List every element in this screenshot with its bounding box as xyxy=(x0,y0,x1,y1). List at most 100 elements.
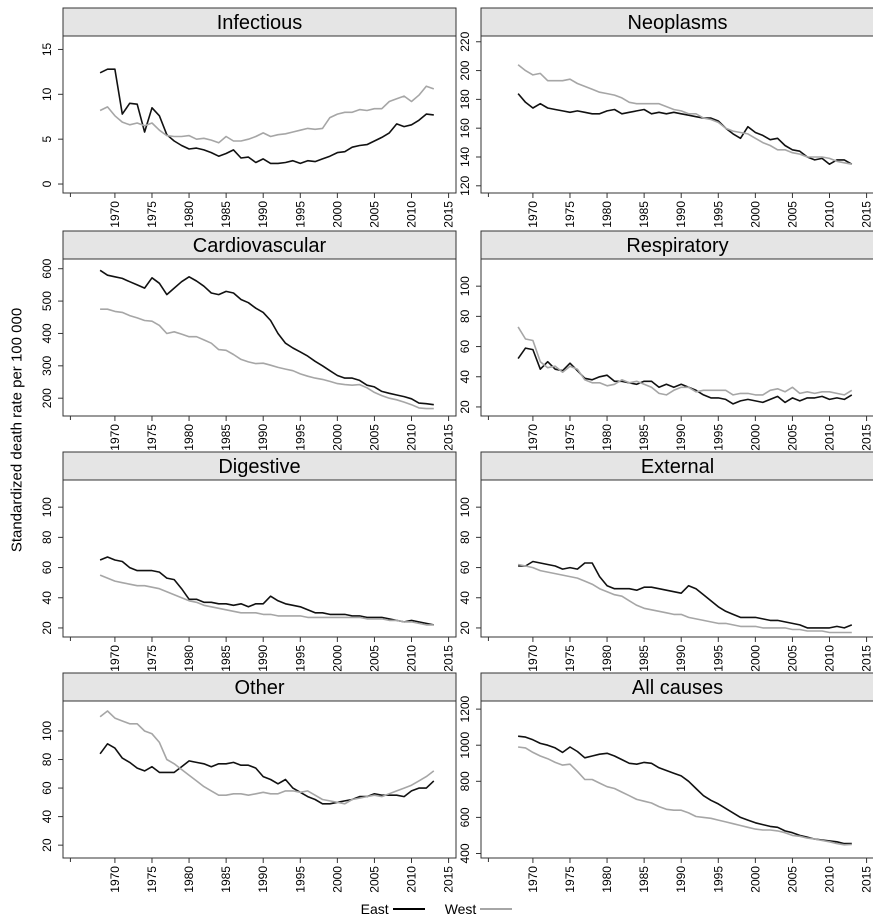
x-tick-label: 2015 xyxy=(860,866,873,893)
series-line-west xyxy=(99,574,434,626)
x-tick-label: 2005 xyxy=(785,424,799,451)
series-line-west xyxy=(100,308,434,410)
x-tick-label: 1975 xyxy=(145,201,159,228)
x-tick-label: 1975 xyxy=(145,645,159,672)
x-tick-label: 1980 xyxy=(182,645,196,672)
x-tick-label: 2010 xyxy=(823,201,837,228)
y-tick-label: 400 xyxy=(40,323,54,343)
panel-all-causes: All causes 400 600 800 1000 1200 1970 1975 1980 1… xyxy=(458,672,873,893)
x-tick-label: 2010 xyxy=(823,645,837,672)
x-tick-label: 1985 xyxy=(219,866,233,893)
x-tick-label: 2005 xyxy=(785,866,799,893)
series-line-west xyxy=(517,563,852,634)
x-tick-label: 1970 xyxy=(108,645,122,672)
y-tick-label: 20 xyxy=(40,621,54,635)
y-tick-label: 200 xyxy=(40,388,54,408)
y-tick-label: 120 xyxy=(458,175,472,195)
y-tick-label: 60 xyxy=(458,340,472,354)
y-tick-label: 140 xyxy=(458,147,472,167)
y-tick-label: 10 xyxy=(40,87,54,101)
x-tick-label: 2000 xyxy=(330,424,344,451)
x-tick-label: 1990 xyxy=(256,424,270,451)
x-tick-label: 1985 xyxy=(637,866,651,893)
x-tick-label: 2015 xyxy=(442,645,456,672)
x-tick-label: 1995 xyxy=(293,645,307,672)
plot-area xyxy=(480,258,873,417)
panel-title-strip xyxy=(480,672,873,702)
plot-area xyxy=(480,700,873,859)
x-tick-label: 1985 xyxy=(637,201,651,228)
y-tick-label: 60 xyxy=(40,561,54,575)
y-tick-label: 60 xyxy=(40,781,54,795)
y-tick-label: 800 xyxy=(458,771,472,791)
x-tick-label: 1990 xyxy=(256,645,270,672)
y-tick-label: 100 xyxy=(458,497,472,517)
panel-title-strip xyxy=(480,230,873,260)
series-line-west xyxy=(517,64,852,165)
x-tick-label: 2000 xyxy=(748,866,762,893)
x-tick-label: 1970 xyxy=(108,424,122,451)
series-line-east xyxy=(99,556,434,626)
y-tick-label: 300 xyxy=(40,355,54,375)
x-tick-label: 2005 xyxy=(367,866,381,893)
y-tick-label: 5 xyxy=(40,136,54,143)
x-tick-label: 1980 xyxy=(600,424,614,451)
y-tick-label: 200 xyxy=(458,60,472,80)
y-tick-label: 1000 xyxy=(458,732,472,759)
series-line-west xyxy=(99,710,435,805)
x-tick-label: 1975 xyxy=(563,645,577,672)
x-tick-label: 1995 xyxy=(293,866,307,893)
x-tick-label: 1990 xyxy=(674,645,688,672)
x-tick-label: 1975 xyxy=(563,866,577,893)
panel-title: Digestive xyxy=(218,456,300,478)
x-tick-label: 2010 xyxy=(405,866,419,893)
y-tick-label: 100 xyxy=(40,497,54,517)
panel-infectious: Infectious 0 5 10 15 1970 1975 1980 1985 1990 1995… xyxy=(40,7,457,228)
legend: East West xyxy=(0,898,873,920)
x-tick-label: 1970 xyxy=(526,645,540,672)
x-tick-label: 1975 xyxy=(145,424,159,451)
panel-neoplasms: Neoplasms 120 140 160 180 200 220 1970 1975 1980 1… xyxy=(458,7,873,228)
panel-other: Other 20 40 60 80 100 1970 1975 1980 1985 1990 1995… xyxy=(40,672,457,893)
x-tick-label: 2005 xyxy=(367,645,381,672)
y-tick-label: 80 xyxy=(458,309,472,323)
y-tick-label: 600 xyxy=(458,807,472,827)
x-tick-label: 1970 xyxy=(526,201,540,228)
series-line-east xyxy=(517,93,853,165)
panel-digestive: Digestive 20 40 60 80 100 1970 1975 1980 1985 1990… xyxy=(40,451,457,672)
series-line-west xyxy=(517,326,853,396)
x-tick-label: 2005 xyxy=(785,201,799,228)
y-tick-label: 180 xyxy=(458,89,472,109)
y-tick-label: 1200 xyxy=(458,695,472,722)
y-tick-label: 20 xyxy=(458,400,472,414)
x-tick-label: 1985 xyxy=(219,645,233,672)
x-tick-label: 1985 xyxy=(219,201,233,228)
x-tick-label: 2015 xyxy=(442,866,456,893)
x-tick-label: 1995 xyxy=(711,201,725,228)
x-tick-label: 1970 xyxy=(108,201,122,228)
y-tick-label: 500 xyxy=(40,291,54,311)
y-tick-label: 80 xyxy=(40,530,54,544)
x-tick-label: 2005 xyxy=(785,645,799,672)
panel-title-strip xyxy=(62,451,457,481)
x-tick-label: 1995 xyxy=(711,866,725,893)
panel-external: External 20 40 60 80 100 1970 1975 1980 1985 1990 1… xyxy=(458,451,873,672)
plot-area xyxy=(62,479,457,638)
x-tick-label: 2000 xyxy=(330,645,344,672)
y-axis-title: Standardized death rate per 100 000 xyxy=(2,260,32,600)
y-tick-label: 40 xyxy=(458,370,472,384)
y-tick-label: 20 xyxy=(40,838,54,852)
x-tick-label: 2000 xyxy=(748,201,762,228)
series-line-west xyxy=(99,85,435,144)
x-tick-label: 1995 xyxy=(293,201,307,228)
x-tick-label: 1970 xyxy=(526,866,540,893)
panel-title: External xyxy=(641,456,714,478)
x-tick-label: 1985 xyxy=(637,424,651,451)
x-tick-label: 1990 xyxy=(674,201,688,228)
x-tick-label: 2015 xyxy=(860,645,873,672)
legend-swatch-west xyxy=(480,908,513,910)
x-tick-label: 1990 xyxy=(256,866,270,893)
x-tick-label: 2005 xyxy=(367,201,381,228)
x-tick-label: 2015 xyxy=(860,201,873,228)
x-tick-label: 2010 xyxy=(405,645,419,672)
